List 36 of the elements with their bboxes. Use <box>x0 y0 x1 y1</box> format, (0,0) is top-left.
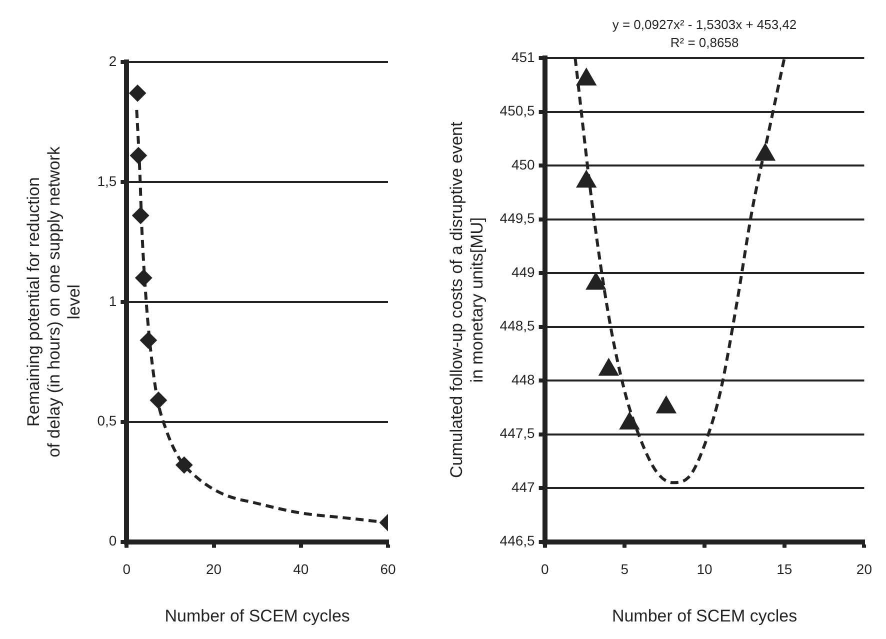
y-tick-label: 446,5 <box>500 532 536 549</box>
x-tick-label: 15 <box>776 561 792 578</box>
point <box>755 143 776 161</box>
y-tick-label: 448 <box>511 371 536 388</box>
y-axis-title: Remaining potential for reduction of delay (in hours) on one supply network level <box>24 146 84 458</box>
x-tick-label: 20 <box>206 561 222 578</box>
x-axis-title: Number of SCEM cycles <box>612 606 798 626</box>
x-tick-label: 0 <box>540 561 549 578</box>
x-tick-label: 10 <box>696 561 713 578</box>
text: y = 0,0927x² - 1,5303x + 453,42 <box>612 17 797 32</box>
y-tick-label: 1,5 <box>97 172 117 189</box>
y-tick-label: 1 <box>108 292 117 309</box>
y-tick-label: 449 <box>511 264 536 280</box>
x-tick-label: 40 <box>293 561 309 578</box>
point <box>576 68 596 86</box>
y-tick-label: 449,5 <box>500 210 536 226</box>
x-tick-label: 0 <box>122 561 131 578</box>
x-axis-title: Number of SCEM cycles <box>164 606 350 626</box>
text: R² = 0,8658 <box>670 35 739 50</box>
y-tick-label: 0,5 <box>97 412 117 429</box>
point <box>656 396 676 414</box>
y-tick-label: 451 <box>511 48 536 65</box>
point <box>598 358 619 376</box>
point <box>586 272 606 290</box>
y-tick-label: 2 <box>108 52 117 69</box>
x-tick-label: 20 <box>856 561 872 578</box>
y-tick-label: 450 <box>511 156 536 172</box>
x-tick-label: 5 <box>620 561 629 578</box>
y-tick-label: 447 <box>511 478 536 495</box>
point <box>129 84 146 102</box>
y-tick-label: 447,5 <box>500 425 536 442</box>
y-axis-title: Cumulated follow-up costs of a disruptive event in monetary units[MU] <box>446 122 486 478</box>
y-tick-label: 448,5 <box>500 318 536 334</box>
y-tick-label: 450,5 <box>500 102 536 119</box>
y-tick-label: 0 <box>108 532 117 549</box>
x-tick-label: 60 <box>380 561 396 578</box>
